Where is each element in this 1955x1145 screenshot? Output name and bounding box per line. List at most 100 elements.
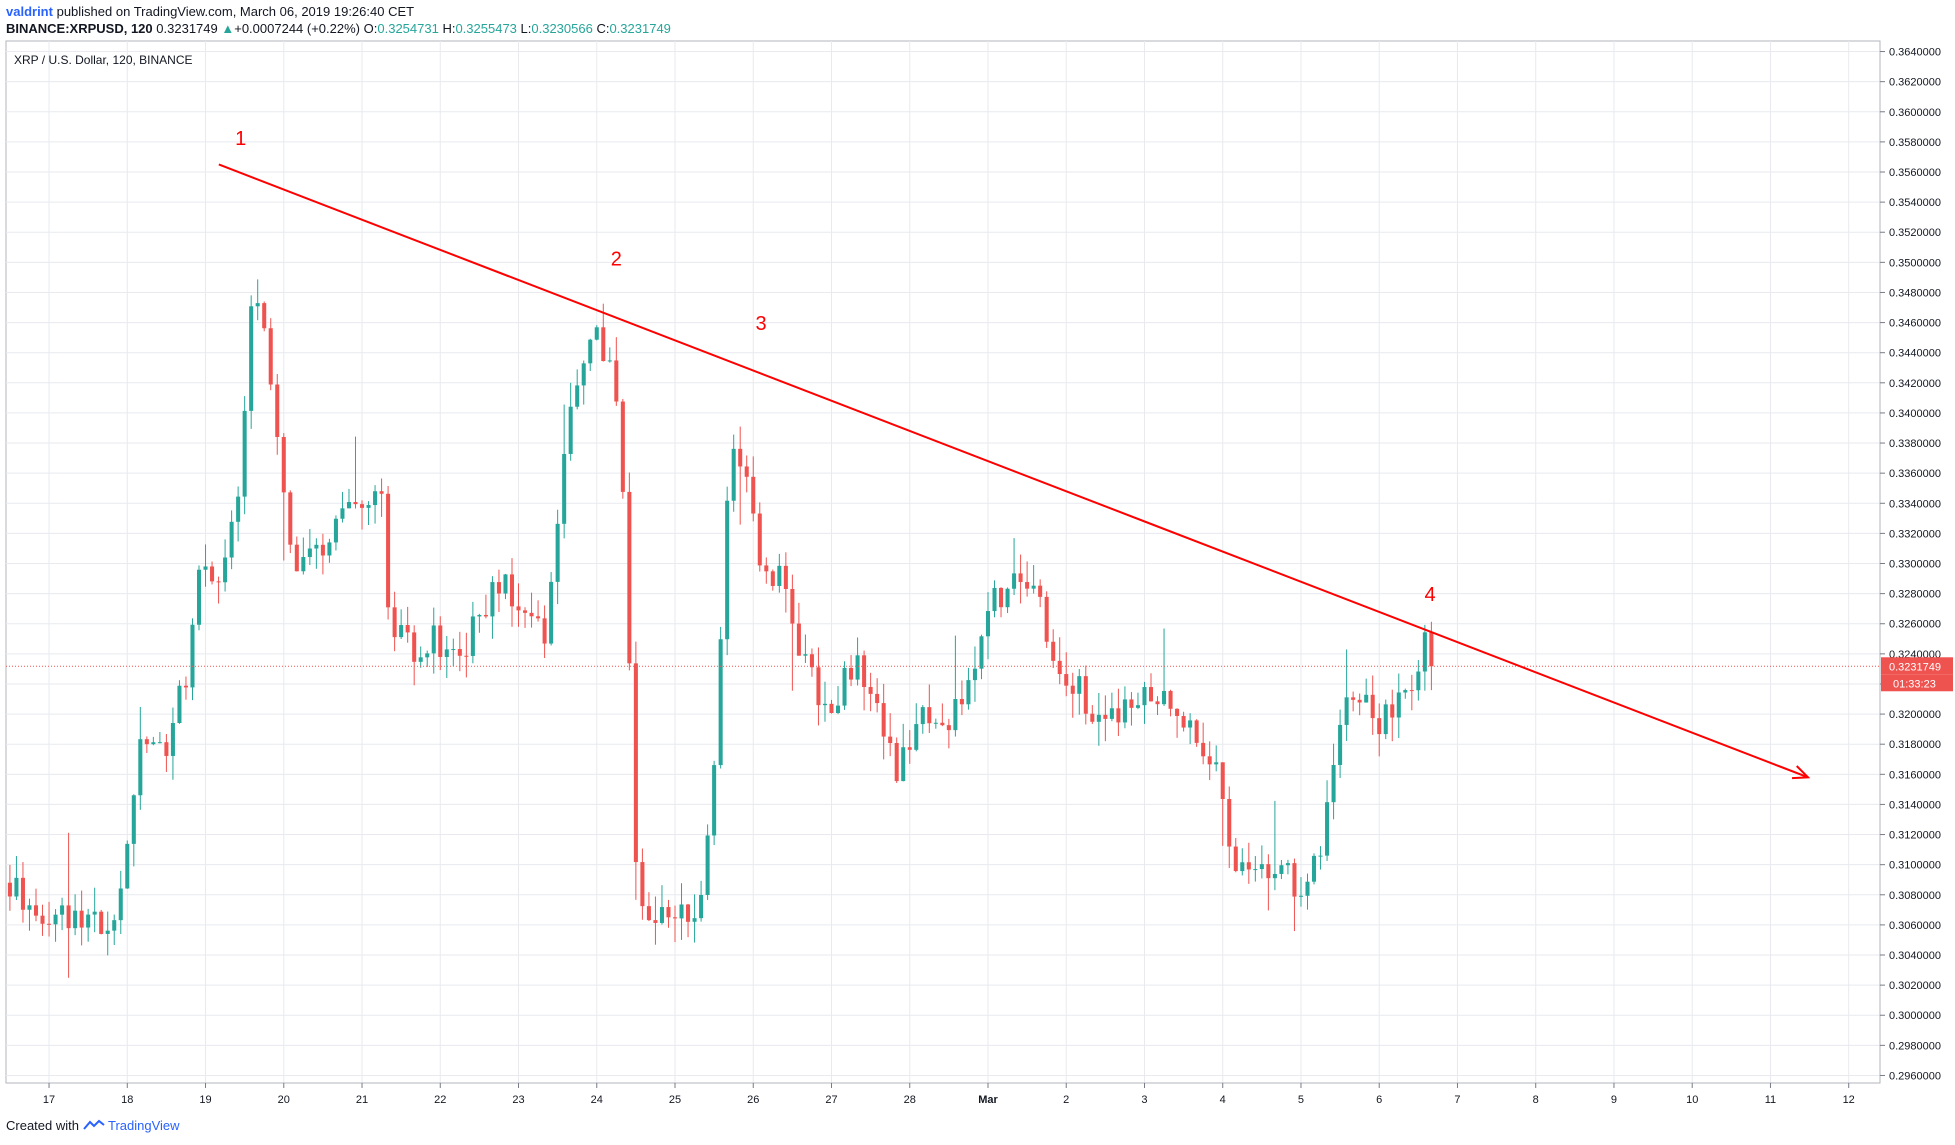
published-text: published on TradingView.com, March 06, … [56,4,415,19]
candle-body [333,518,338,543]
candle [686,903,691,938]
candle [790,574,795,691]
candle-body [262,303,267,329]
candle [53,909,58,942]
candle [327,538,332,563]
candle [157,731,162,744]
candle-body [366,505,371,508]
candle [1175,708,1180,738]
candle [60,897,65,931]
candle [1103,695,1108,742]
candle-body [503,574,508,594]
change-arrow-icon: ▲ [221,21,235,36]
candle [1240,848,1245,876]
candle [1318,846,1323,870]
price-tick-label: 0.3580000 [1889,137,1941,149]
candle [666,899,671,928]
author-link[interactable]: valdrint [6,4,53,19]
candle [40,904,45,936]
candle-body [764,565,769,572]
candle-body [712,765,717,836]
candle-body [1103,714,1108,719]
touch-point-label: 2 [611,248,622,270]
candle-body [1194,720,1199,743]
candle-body [816,667,821,706]
time-tick-label: 26 [747,1094,759,1106]
candle [575,369,580,410]
plot-area[interactable] [5,40,1881,1084]
candle [875,678,880,713]
tradingview-brand[interactable]: TradingView [108,1118,180,1133]
candle [933,718,938,729]
price-tick-label: 0.3440000 [1889,348,1941,360]
candle-body [1109,708,1114,719]
high-label: H: [442,21,456,36]
candle-body [405,625,410,633]
candle [653,896,658,945]
candle [1109,692,1114,722]
candle-body [340,508,345,519]
candle-body [1051,641,1056,661]
candle-body [1344,697,1349,725]
candle-body [1148,687,1154,702]
candle-body [692,918,697,922]
publish-line: valdrint published on TradingView.com, M… [6,4,414,20]
price-tick-label: 0.3560000 [1889,167,1941,179]
candle-body [927,707,932,724]
candle [216,576,221,604]
candle-body [1259,864,1264,870]
candle-body [353,502,358,505]
candle [979,634,984,680]
candle-body [562,453,567,524]
candle [699,880,704,922]
candle-body [105,930,110,934]
candles [7,279,1434,978]
candle-body [373,491,378,506]
candle-body [314,544,319,549]
price-axis[interactable]: 0.2960000 0.2980000 0.3000000 0.3020000 0.30… [1880,47,1953,1083]
current-price-badge [1881,657,1953,675]
candle-body [1311,855,1317,882]
candle [392,591,397,652]
price-tick-label: 0.3340000 [1889,498,1941,510]
candle [1207,741,1212,781]
candle-body [164,742,169,756]
candle-body [594,327,599,340]
candle-body [33,905,39,916]
touch-point-label: 1 [235,128,246,150]
candle [1012,538,1017,596]
candle [203,544,208,587]
time-tick-label: 8 [1533,1094,1539,1106]
candle [353,436,358,509]
candle [835,686,841,715]
candle-body [1135,705,1140,708]
candle-body [288,492,293,545]
candle-body [1305,881,1310,896]
candle-body [1005,588,1010,608]
candle [1298,877,1303,907]
price-tick-label: 0.3380000 [1889,438,1941,450]
candle [529,592,534,628]
candle [907,730,912,764]
candle-body [1351,697,1356,700]
candle-body [399,625,404,638]
candle-body [112,920,117,931]
candle-body [255,303,260,307]
candle [568,382,573,461]
touch-point-label: 4 [1425,584,1436,606]
candle [275,373,280,455]
candle-body [862,655,867,687]
candle-body [412,632,417,662]
candle-body [386,493,391,608]
candle [757,502,762,572]
last-price: 0.3231749 [156,21,218,36]
candle-body [1012,573,1017,589]
candle-body [1364,694,1369,703]
candle [738,426,743,525]
candle-body [20,877,25,910]
price-tick-label: 0.2960000 [1889,1070,1941,1082]
time-axis[interactable]: 17 18 19 20 21 22 23 24 25 26 27 28 Mar 2 3 4 5 6 7 8 9 10 11 1… [43,1083,1855,1106]
candle-body [60,905,65,915]
candle-body [451,649,456,651]
